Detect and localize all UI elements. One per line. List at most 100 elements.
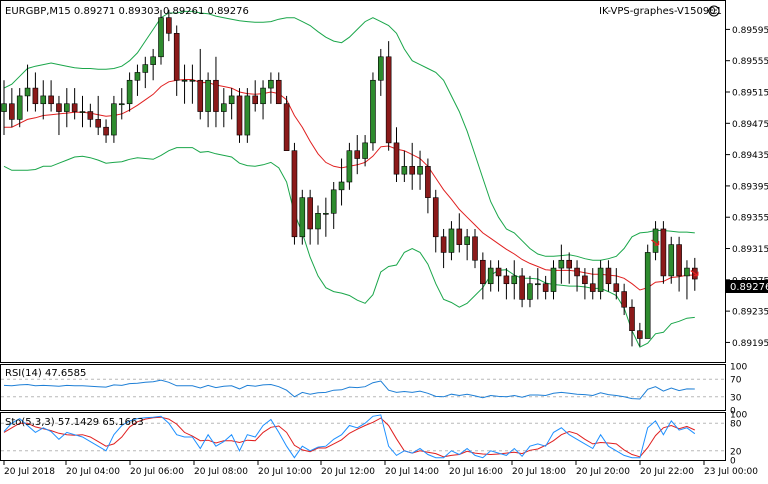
rsi-plot: 100 70 30 0 xyxy=(1,363,747,417)
candle-body-up xyxy=(40,95,47,105)
candle xyxy=(48,80,54,112)
candle xyxy=(252,80,258,112)
candle-body-down xyxy=(566,259,573,269)
signal-arrows xyxy=(651,239,699,277)
candle-body-up xyxy=(346,150,353,183)
candle-body-down xyxy=(32,87,39,105)
candle-body-down xyxy=(48,95,54,105)
candle xyxy=(605,260,612,292)
candle-body-down xyxy=(103,126,109,136)
candle xyxy=(511,260,518,300)
candle-body-down xyxy=(456,228,463,245)
candle xyxy=(362,135,368,167)
stochastic-tick-label: 80 xyxy=(730,420,742,430)
candle xyxy=(307,189,313,245)
candle-body-down xyxy=(409,166,416,175)
rsi-tick-label: 100 xyxy=(730,363,747,373)
candle xyxy=(346,142,353,190)
candle xyxy=(566,252,573,284)
candle-body-up xyxy=(181,79,188,82)
candle-body-up xyxy=(644,252,651,339)
candle-body-down xyxy=(275,79,282,105)
candle-body-down xyxy=(432,197,439,238)
time-tick-label: 20 Jul 18:00 xyxy=(512,467,566,477)
candle-body-up xyxy=(558,259,565,269)
time-tick-label: 20 Jul 20:00 xyxy=(576,467,630,477)
candle xyxy=(330,182,337,229)
candle-body-up xyxy=(79,111,86,113)
candle-body-up xyxy=(228,95,235,105)
candle xyxy=(385,41,392,151)
candle-body-down xyxy=(637,330,643,339)
candle xyxy=(291,142,298,245)
candle xyxy=(181,64,188,104)
candle xyxy=(393,127,400,182)
candle xyxy=(401,150,408,182)
candle xyxy=(40,80,47,120)
candle xyxy=(95,95,101,136)
candle xyxy=(684,260,690,300)
candle xyxy=(637,322,643,347)
candle xyxy=(448,221,455,261)
time-tick-label: 20 Jul 08:00 xyxy=(194,467,248,477)
stochastic-panel[interactable] xyxy=(0,412,726,461)
candle-body-down xyxy=(283,103,290,151)
time-tick-label: 20 Jul 14:00 xyxy=(385,467,439,477)
candle xyxy=(173,25,180,96)
stochastic-tick-label: 0 xyxy=(730,457,736,467)
candle xyxy=(338,158,345,206)
candle-body-down xyxy=(393,142,400,175)
candle xyxy=(660,221,667,284)
candle-body-up xyxy=(511,275,518,285)
candle xyxy=(56,95,62,136)
candle xyxy=(221,88,227,128)
candle xyxy=(480,252,486,300)
candle-body-up xyxy=(487,267,494,285)
candlesticks xyxy=(1,9,698,347)
symbol-info: EURGBP,M15 0.89271 0.89303 0.89261 0.892… xyxy=(5,6,249,17)
signal-arrow xyxy=(651,239,660,246)
candle-body-up xyxy=(189,79,196,82)
candle-body-down xyxy=(589,283,596,292)
candle-body-up xyxy=(550,267,557,292)
candle xyxy=(213,56,219,128)
candle-body-up xyxy=(668,244,675,277)
candle xyxy=(652,221,659,261)
candle xyxy=(417,150,423,190)
current-price-marker: 0.89276 xyxy=(726,280,768,293)
time-tick-label: 20 Jul 16:00 xyxy=(449,467,503,477)
main-price-panel[interactable] xyxy=(0,0,726,363)
candle xyxy=(370,72,376,151)
candle-body-down xyxy=(542,283,549,292)
candle-body-up xyxy=(268,79,274,89)
candle-body-down xyxy=(71,103,78,112)
candle xyxy=(134,64,141,96)
smiley-icon[interactable] xyxy=(708,5,720,17)
candle xyxy=(574,260,580,292)
expert-name: IK-VPS-graphes-V150901 xyxy=(599,6,722,17)
current-price-label: 0.89276 xyxy=(730,282,768,293)
stochastic-title: Sto(5,3,3) 57.1429 65.1663 xyxy=(5,417,144,428)
candle xyxy=(527,275,533,308)
candle-body-up xyxy=(142,64,149,73)
candle-body-down xyxy=(629,306,635,331)
time-tick-label: 23 Jul 00:00 xyxy=(704,467,758,477)
candle-body-up xyxy=(299,197,306,238)
candle-body-up xyxy=(652,228,659,253)
candle xyxy=(409,142,416,190)
candle-body-up xyxy=(64,103,70,112)
candle xyxy=(1,80,7,136)
candle xyxy=(597,260,604,300)
candle xyxy=(377,48,384,96)
rsi-panel[interactable] xyxy=(0,364,726,411)
candle xyxy=(166,9,172,42)
stochastic-signal-line xyxy=(3,416,696,458)
candle-body-up xyxy=(16,95,23,120)
candle-body-up xyxy=(417,166,423,175)
candle xyxy=(64,88,70,128)
candle xyxy=(79,95,86,128)
candle xyxy=(244,88,251,143)
candle-body-up xyxy=(401,166,408,175)
